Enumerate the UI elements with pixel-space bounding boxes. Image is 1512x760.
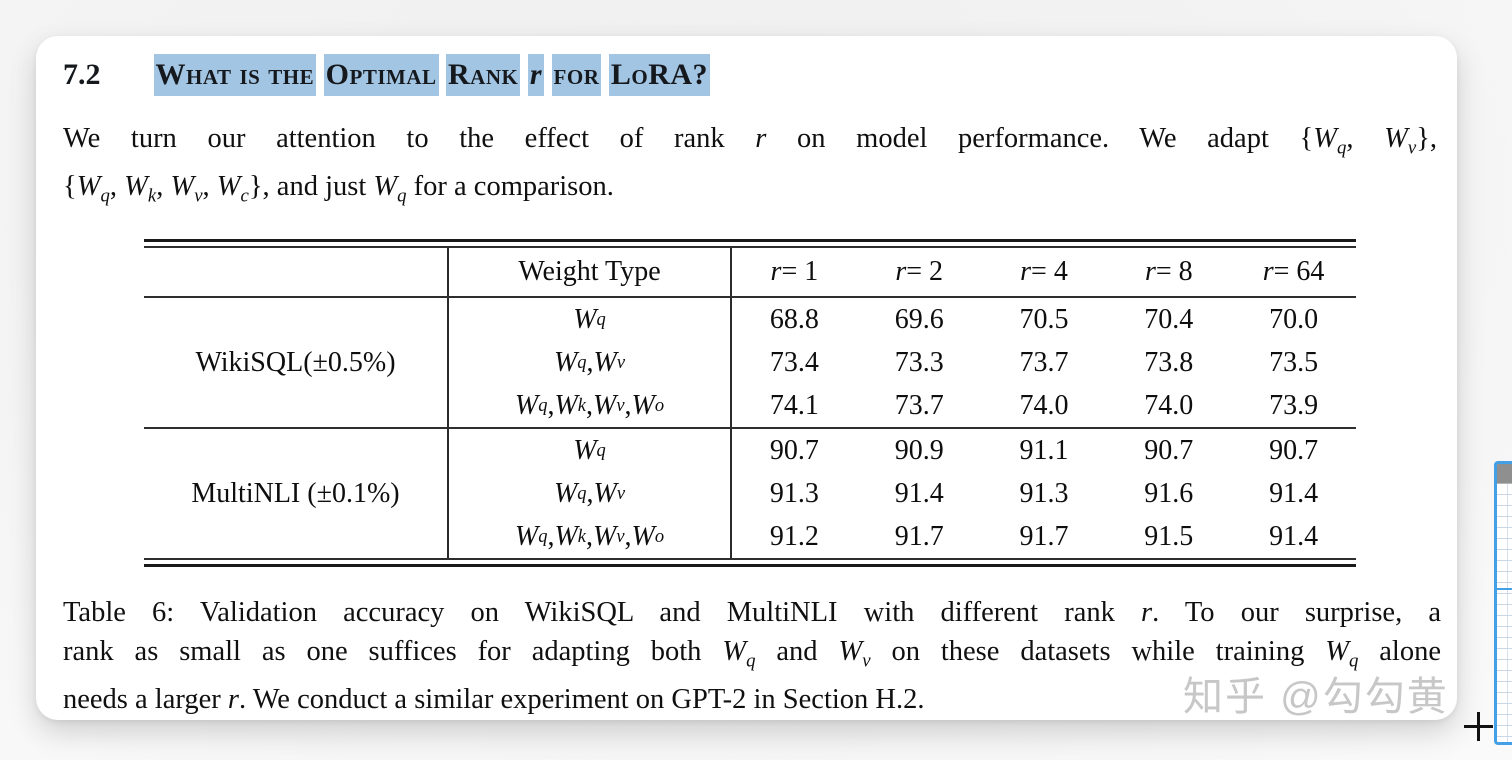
heading-highlighted-word: LoRA? (608, 54, 711, 96)
table-value-cell: 90.7 (769, 434, 819, 466)
table-grid-thumbnail[interactable] (1494, 461, 1512, 745)
heading-highlighted-word: What is the (153, 54, 317, 96)
table-value-cell: 73.3 (894, 346, 944, 378)
table-value-cell: 73.7 (894, 389, 944, 421)
table-header-weight-type: Weight Type (447, 248, 732, 296)
table-value-cell: 74.0 (1019, 389, 1069, 421)
table-rule (144, 239, 1356, 242)
table-value-cell: 73.7 (1019, 346, 1069, 378)
table-value-cell: 91.6 (1144, 477, 1194, 509)
watermark: 知乎 @勾勾黄 (1183, 675, 1449, 719)
grid-thumbnail-header (1497, 464, 1512, 484)
table-header-rank-cell: r = 64 (1262, 256, 1325, 287)
table-value-cell: 90.7 (1144, 434, 1194, 466)
results-table: Weight Type r = 1 r = 2 r = 4 r = 8 r = 64 Wi… (144, 239, 1356, 567)
table-value-cell: 70.4 (1144, 303, 1194, 335)
table-value-cell: 73.4 (769, 346, 819, 378)
table-value-cell: 91.5 (1144, 520, 1194, 552)
heading-highlighted-word: for (551, 54, 602, 96)
table-value-cell: 91.3 (1019, 477, 1069, 509)
section-title: What is the Optimal Rank r for LoRA? (146, 54, 711, 96)
table-header-rank-cell: r = 2 (895, 256, 944, 287)
table-value-cell: 90.7 (1269, 434, 1319, 466)
body-paragraph: We turn our attention to the effect of r… (63, 120, 1437, 215)
paragraph-line: We turn our attention to the effect of r… (63, 123, 1438, 159)
table-value-cell: 73.5 (1269, 346, 1319, 378)
table-header-rank-cell: r = 8 (1144, 256, 1193, 287)
table-value-cell: 91.7 (1019, 520, 1069, 552)
table-rule (144, 296, 1356, 298)
table-value-cell: 74.0 (1144, 389, 1194, 421)
table-value-cell: 91.4 (894, 477, 944, 509)
grid-thumbnail-cells (1497, 484, 1512, 742)
document-card: 7.2 What is the Optimal Rank r for LoRA?… (36, 36, 1457, 720)
table-value-cell: 91.4 (1269, 520, 1319, 552)
table-value-cell: 68.8 (769, 303, 819, 335)
table-header-empty-cell (144, 248, 447, 296)
table-rule (144, 558, 1356, 560)
paragraph-line: {Wq, Wk, Wv, Wc}, and just Wq for a comp… (63, 170, 614, 207)
table-rule (144, 427, 1356, 429)
heading-highlighted-word: Optimal (323, 54, 439, 96)
heading-highlighted-word: Rank (446, 54, 521, 96)
table-value-cell: 91.7 (894, 520, 944, 552)
table-header-rank-cell: r = 1 (770, 256, 819, 287)
table-value-cell: 73.9 (1269, 389, 1319, 421)
table-rule (144, 246, 1356, 248)
table-value-cell: 90.9 (894, 434, 944, 466)
table-value-cell: 70.0 (1269, 303, 1319, 335)
section-heading: 7.2 What is the Optimal Rank r for LoRA? (63, 53, 711, 97)
section-number: 7.2 (63, 58, 101, 91)
table-row-label: WikiSQL(±0.5%) (195, 346, 396, 378)
grid-thumbnail-divider (1497, 588, 1512, 590)
table-rule (144, 564, 1356, 567)
table-value-cell: 74.1 (769, 389, 819, 421)
table-header-row: Weight Type r = 1 r = 2 r = 4 r = 8 r = 64 (144, 248, 1356, 296)
table-value-cell: 70.5 (1019, 303, 1069, 335)
crosshair-vertical-bar (1477, 712, 1480, 741)
table-value-cell: 73.8 (1144, 346, 1194, 378)
table-caption: Table 6: Validation accuracy on WikiSQL … (63, 594, 1441, 719)
table-value-cell: 91.2 (769, 520, 819, 552)
table-value-cell: 91.4 (1269, 477, 1319, 509)
caption-line: Table 6: Validation accuracy on WikiSQL … (63, 597, 1441, 628)
caption-line: needs a larger r. We conduct a similar e… (63, 683, 925, 715)
table-row-label: MultiNLI (±0.1%) (191, 477, 400, 509)
table-header-rank-cell: r = 4 (1020, 256, 1068, 287)
table-value-cell: 91.3 (769, 477, 819, 509)
heading-highlighted-word: r (527, 54, 545, 96)
crosshair-cursor (1464, 712, 1493, 741)
table-value-cell: 69.6 (894, 303, 944, 335)
caption-line: rank as small as one suffices for adapti… (63, 635, 1441, 672)
table-value-cell: 91.1 (1019, 434, 1069, 466)
